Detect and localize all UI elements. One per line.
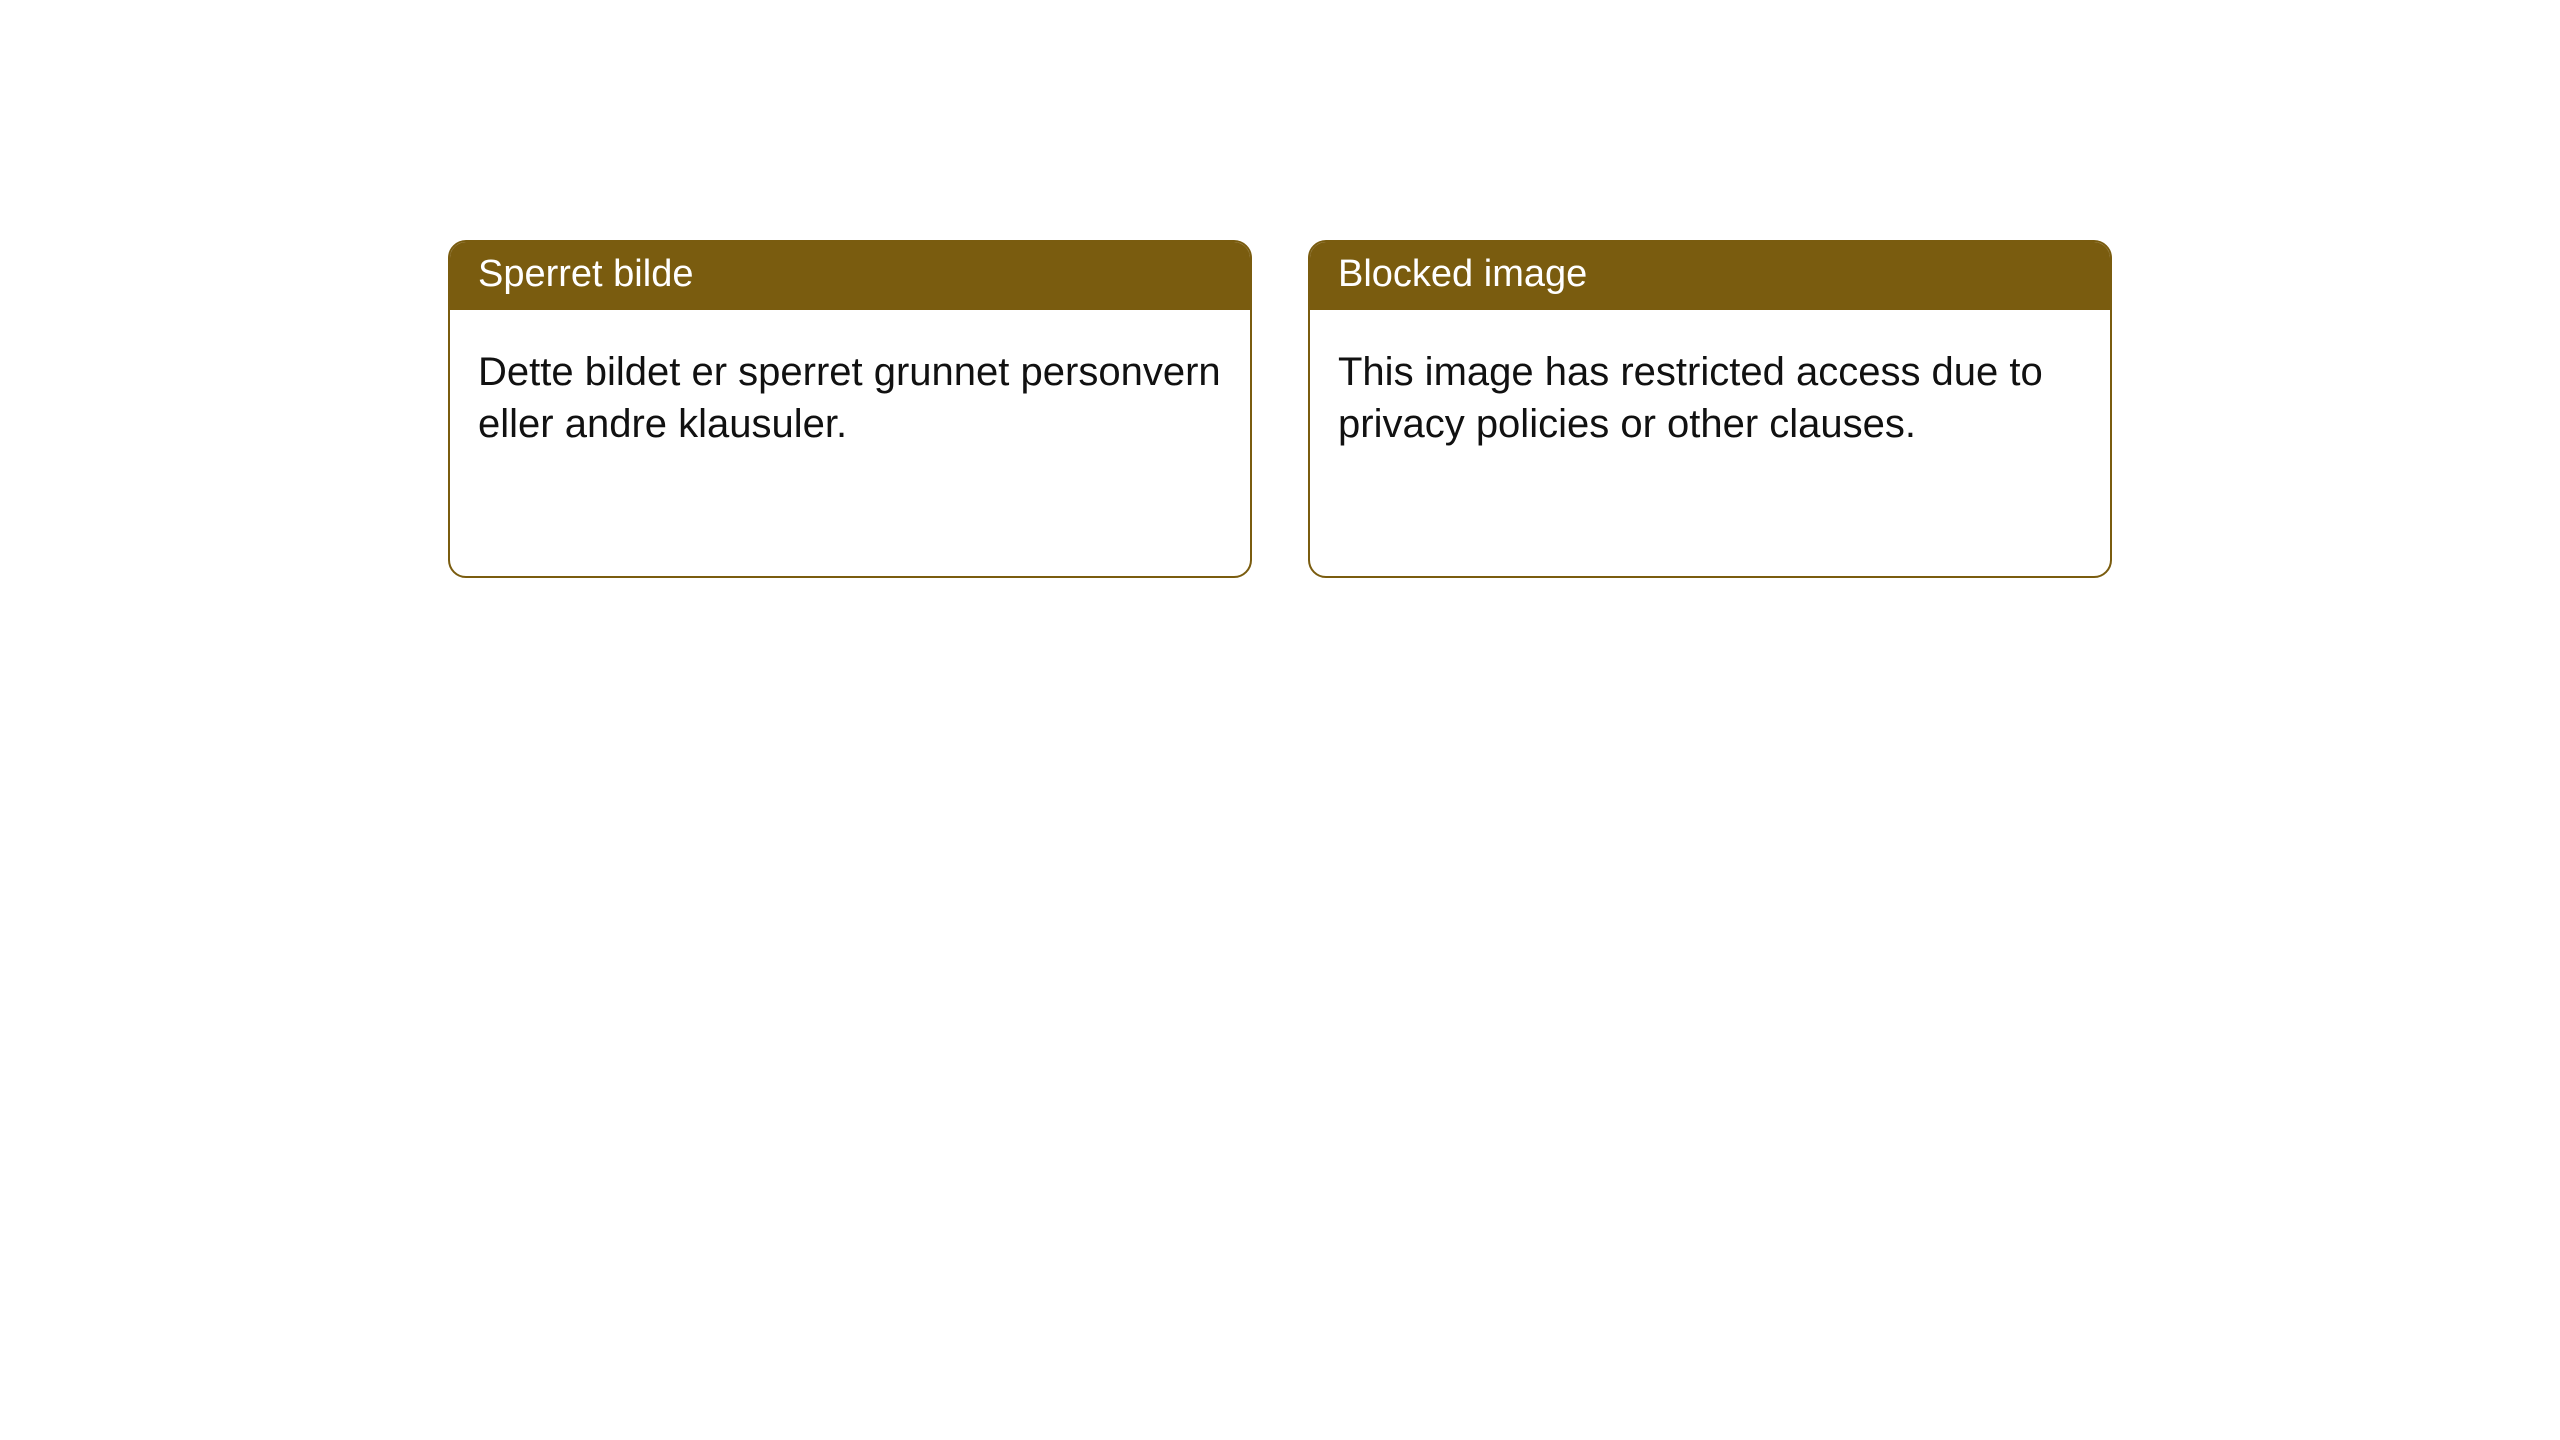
notice-body-norwegian: Dette bildet er sperret grunnet personve… [450, 310, 1250, 480]
notice-card-norwegian: Sperret bilde Dette bildet er sperret gr… [448, 240, 1252, 578]
notice-card-english: Blocked image This image has restricted … [1308, 240, 2112, 578]
notice-header-english: Blocked image [1310, 242, 2110, 310]
notice-container: Sperret bilde Dette bildet er sperret gr… [0, 0, 2560, 578]
notice-header-norwegian: Sperret bilde [450, 242, 1250, 310]
notice-body-english: This image has restricted access due to … [1310, 310, 2110, 480]
